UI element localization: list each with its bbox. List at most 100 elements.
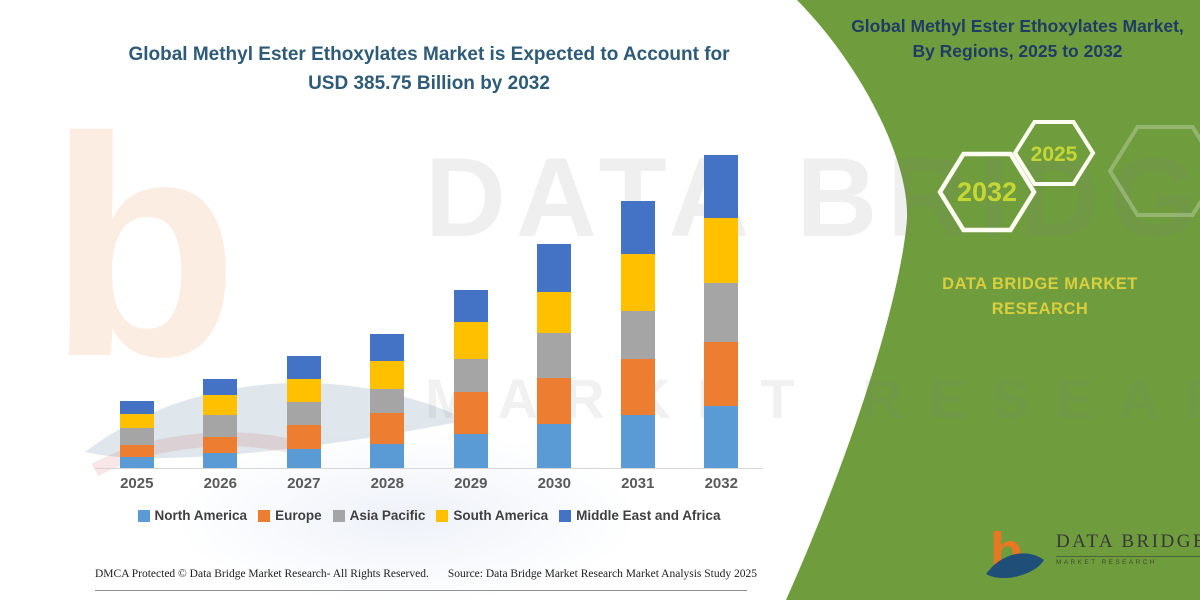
bar-segment-europe: [537, 377, 572, 424]
watermark-red-arc: [91, 432, 292, 477]
legend-item: North America: [137, 508, 248, 523]
x-axis-label: 2025: [120, 475, 154, 492]
bar-segment-europe: [203, 437, 238, 453]
dmca-notice: DMCA Protected © Data Bridge Market Rese…: [95, 568, 429, 580]
chart-legend: North America Europe Asia Pacific South Ame…: [95, 508, 763, 523]
stacked-bar-2026: [203, 378, 238, 468]
bar-segment-asia-pacific: [704, 283, 739, 342]
source-note: Source: Data Bridge Market Research Mark…: [447, 568, 757, 580]
company-logo: b DATA BRIDGE MARKET RESEARCH: [982, 522, 1200, 586]
page-title: Global Methyl Ester Ethoxylates Market i…: [128, 44, 730, 95]
bar-column-2030: [513, 130, 597, 468]
stacked-bar-2027: [286, 355, 321, 468]
x-axis-label: 2029: [454, 475, 488, 492]
bar-segment-europe: [119, 444, 154, 457]
bar-segment-south-america: [704, 217, 739, 283]
bar-segment-middle-east-and-africa: [203, 378, 238, 396]
x-axis-labels: 2025 2026 2027 2028 2029 2030 2031 2032: [95, 475, 763, 492]
bar-segment-europe: [370, 413, 405, 444]
bar-segment-north-america: [203, 452, 238, 468]
watermark-logo-letter: b: [48, 74, 239, 422]
bar-segment-middle-east-and-africa: [620, 200, 655, 254]
legend-swatch: [559, 509, 572, 522]
bar-segment-europe: [286, 425, 321, 449]
logo-text: DATA BRIDGE MARKET RESEARCH: [1056, 531, 1200, 566]
bar-segment-middle-east-and-africa: [704, 155, 739, 218]
bar-segment-middle-east-and-africa: [119, 401, 154, 415]
x-axis-label: 2028: [370, 475, 404, 492]
bar-segment-north-america: [537, 423, 572, 468]
bar-chart: [95, 130, 763, 469]
x-axis-label: 2027: [287, 475, 321, 492]
bar-segment-middle-east-and-africa: [453, 289, 488, 323]
bar-segment-south-america: [286, 378, 321, 403]
bar-segment-asia-pacific: [119, 427, 154, 445]
legend-swatch: [436, 509, 449, 522]
footer: DMCA Protected © Data Bridge Market Rese…: [95, 568, 757, 580]
bar-segment-middle-east-and-africa: [370, 334, 405, 362]
stacked-bar-2030: [537, 244, 572, 468]
legend-label: Europe: [275, 508, 322, 523]
bar-column-2028: [346, 130, 430, 468]
bar-column-2031: [596, 130, 680, 468]
logo-name: DATA BRIDGE: [1056, 531, 1200, 557]
x-axis-label: 2031: [621, 475, 655, 492]
legend-swatch: [137, 509, 150, 522]
logo-tagline: MARKET RESEARCH: [1056, 559, 1157, 566]
bar-segment-asia-pacific: [537, 333, 572, 378]
stacked-bar-2032: [704, 155, 739, 468]
bar-column-2026: [179, 130, 263, 468]
legend-item: South America: [436, 508, 548, 523]
legend-item: Europe: [258, 508, 322, 523]
bar-segment-south-america: [453, 322, 488, 359]
legend-item: Middle East and Africa: [559, 508, 720, 523]
bar-segment-asia-pacific: [203, 415, 238, 438]
bar-segment-asia-pacific: [453, 358, 488, 393]
bar-segment-asia-pacific: [370, 388, 405, 414]
legend-swatch: [258, 509, 271, 522]
x-axis-label: 2026: [203, 475, 237, 492]
stacked-bar-2025: [119, 401, 154, 468]
legend-item: Asia Pacific: [332, 508, 426, 523]
bar-segment-north-america: [704, 406, 739, 468]
logo-swoosh: [986, 553, 1044, 579]
bar-segment-north-america: [620, 415, 655, 468]
bar-column-2032: [680, 130, 764, 468]
bar-segment-europe: [453, 392, 488, 434]
legend-label: South America: [453, 508, 549, 523]
bar-column-2029: [429, 130, 513, 468]
bar-segment-south-america: [203, 395, 238, 416]
bar-column-2027: [262, 130, 346, 468]
stacked-bar-2029: [453, 289, 488, 468]
bar-segment-europe: [620, 358, 655, 416]
footer-divider: [95, 590, 747, 591]
legend-label: Middle East and Africa: [576, 508, 721, 523]
bar-segment-north-america: [370, 443, 405, 468]
side-panel-title: Global Methyl Ester Ethoxylates Market, …: [851, 16, 1184, 61]
legend-swatch: [332, 509, 345, 522]
bar-segment-asia-pacific: [286, 402, 321, 426]
brand-name: DATA BRIDGE MARKET RESEARCH: [942, 275, 1138, 318]
bar-segment-south-america: [119, 414, 154, 428]
x-axis-label: 2032: [704, 475, 738, 492]
bar-segment-middle-east-and-africa: [286, 355, 321, 379]
bar-segment-south-america: [370, 361, 405, 389]
bar-segment-middle-east-and-africa: [537, 244, 572, 293]
bar-column-2025: [95, 130, 179, 468]
bar-segment-south-america: [620, 253, 655, 311]
bar-segment-asia-pacific: [620, 310, 655, 359]
side-panel-shape: [786, 0, 1200, 600]
x-axis-label: 2030: [537, 475, 571, 492]
legend-label: North America: [154, 508, 248, 523]
logo-icon: b: [986, 522, 1044, 582]
bar-segment-north-america: [453, 433, 488, 468]
bar-segment-north-america: [286, 448, 321, 468]
bar-segment-europe: [704, 342, 739, 406]
bar-segment-north-america: [119, 457, 154, 468]
stacked-bar-2028: [370, 334, 405, 468]
bar-segment-south-america: [537, 292, 572, 334]
legend-label: Asia Pacific: [349, 508, 426, 523]
stacked-bar-2031: [620, 200, 655, 468]
